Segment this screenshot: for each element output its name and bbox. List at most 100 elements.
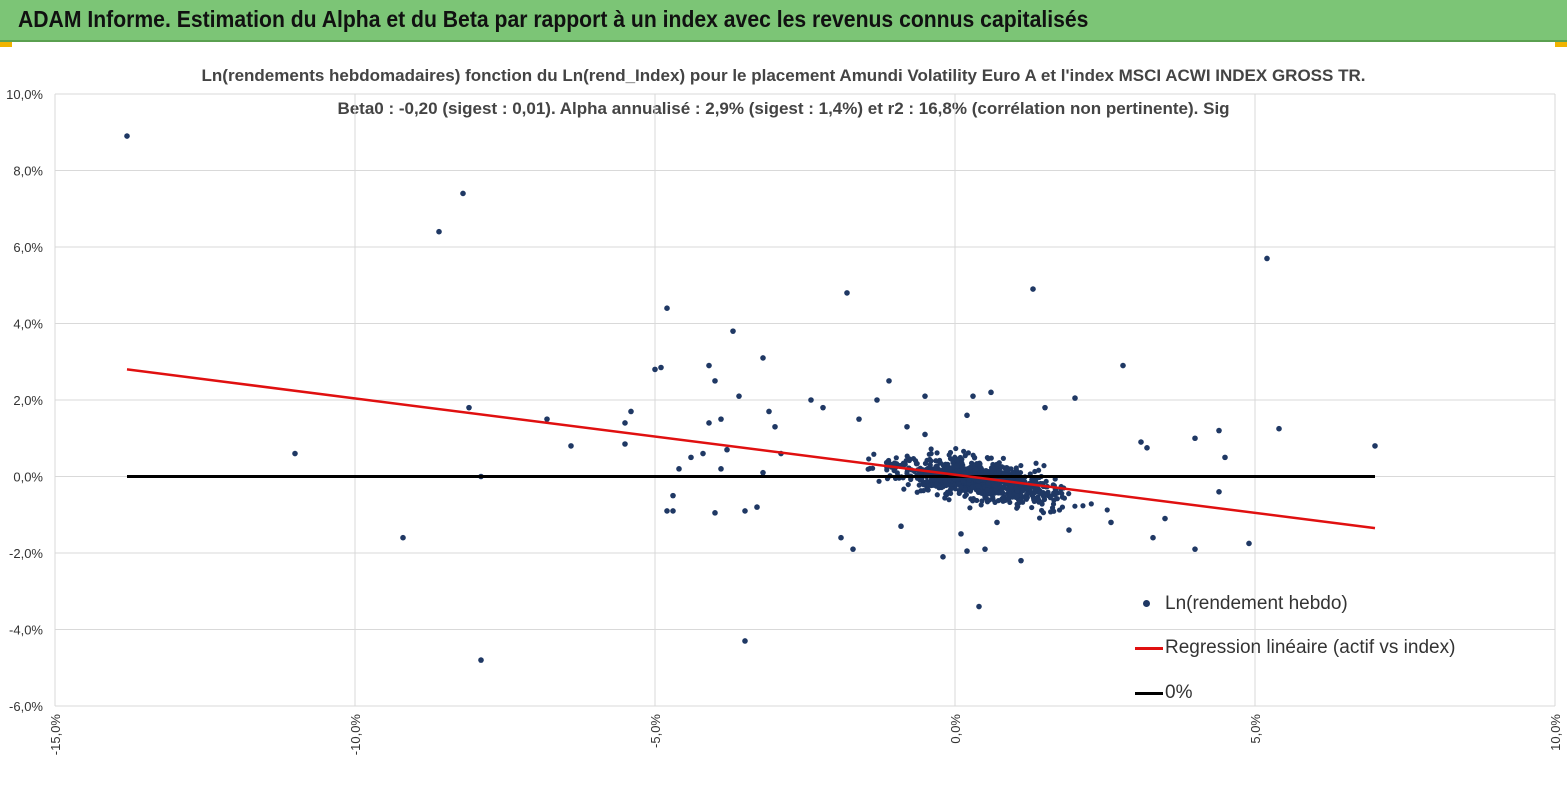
legend-black-line-icon <box>1135 691 1163 695</box>
scatter-point <box>976 603 982 610</box>
scatter-point <box>1027 489 1034 495</box>
scatter-point <box>850 546 856 552</box>
scatter-point <box>903 457 909 464</box>
scatter-point <box>1016 500 1022 506</box>
scatter-point <box>992 483 998 489</box>
scatter-point <box>1066 491 1072 497</box>
scatter-point <box>883 460 890 466</box>
scatter-point <box>1276 425 1282 432</box>
scatter-point <box>1020 488 1026 494</box>
scatter-point <box>972 454 978 461</box>
scatter-point <box>893 455 899 461</box>
scatter-point <box>986 497 992 503</box>
scatter-point <box>943 491 949 497</box>
scatter-point <box>876 478 882 484</box>
scatter-point <box>964 548 970 554</box>
scatter-point <box>1018 557 1024 564</box>
scatter-point <box>979 498 985 504</box>
scatter-point <box>1007 499 1013 506</box>
scatter-point <box>478 657 484 663</box>
scatter-point <box>1018 462 1024 469</box>
scatter-point <box>676 466 682 472</box>
chart-subtitle: Beta0 : -0,20 (sigest : 0,01). Alpha ann… <box>337 99 1230 118</box>
y-tick-label: 0,0% <box>13 470 43 485</box>
scatter-point <box>920 482 927 488</box>
scatter-point <box>1042 492 1048 498</box>
scatter-point <box>760 355 766 361</box>
scatter-point <box>1150 534 1156 541</box>
scatter-point <box>998 490 1004 496</box>
scatter-point <box>1264 255 1270 262</box>
y-tick-label: 4,0% <box>13 317 43 332</box>
scatter-point <box>994 461 1000 467</box>
scatter-point <box>622 441 628 447</box>
scatter-point <box>984 487 991 493</box>
scatter-point <box>436 228 442 235</box>
scatter-point <box>1246 540 1252 547</box>
report-title: ADAM Informe. Estimation du Alpha et du … <box>18 6 1089 32</box>
scatter-point <box>712 510 718 516</box>
scatter-point <box>838 534 844 541</box>
scatter-point <box>1088 501 1094 507</box>
scatter-point <box>977 463 983 469</box>
scatter-point <box>670 492 676 499</box>
scatter-point <box>724 446 730 453</box>
scatter-point <box>664 305 670 312</box>
scatter-point <box>808 397 814 403</box>
scatter-point <box>742 508 748 514</box>
scatter-point <box>967 505 973 511</box>
scatter-point <box>1041 496 1048 502</box>
scatter-point <box>947 449 954 456</box>
scatter-point <box>844 290 850 296</box>
scatter-point <box>913 461 920 467</box>
scatter-point <box>652 366 658 373</box>
scatter-point <box>940 554 946 560</box>
scatter-point <box>628 408 634 415</box>
legend-dot-icon <box>1143 599 1150 607</box>
legend-label: Ln(rendement hebdo) <box>1165 593 1348 614</box>
y-tick-label: 8,0% <box>13 164 43 179</box>
scatter-point <box>960 478 966 484</box>
scatter-point <box>1059 490 1065 497</box>
scatter-point <box>1120 362 1126 369</box>
scatter-point <box>925 487 931 493</box>
scatter-point <box>1038 507 1045 514</box>
scatter-point <box>874 397 880 403</box>
scatter-point <box>1061 495 1068 501</box>
scatter-point <box>989 467 995 473</box>
scatter-point <box>1080 503 1086 509</box>
scatter-point <box>916 482 922 488</box>
chart-title: Ln(rendements hebdomadaires) fonction du… <box>201 66 1366 85</box>
x-tick-label: -5,0% <box>648 714 663 748</box>
scatter-point <box>886 378 892 384</box>
scatter-point <box>1034 495 1040 502</box>
scatter-point <box>1031 478 1037 485</box>
scatter-point <box>956 468 962 474</box>
scatter-point <box>1052 489 1058 496</box>
scatter-point <box>959 456 965 462</box>
scatter-point <box>1033 460 1039 466</box>
scatter-point <box>1037 490 1044 496</box>
scatter-point <box>568 443 574 449</box>
scatter-point <box>946 497 952 503</box>
scatter-point <box>962 486 968 493</box>
scatter-point <box>1216 489 1222 495</box>
scatter-point <box>1162 515 1168 522</box>
scatter-point <box>1010 470 1016 476</box>
scatter-point <box>996 468 1002 474</box>
scatter-point <box>1216 427 1222 434</box>
scatter-point <box>942 495 948 501</box>
scatter-point <box>922 431 928 438</box>
scatter-point <box>924 478 930 484</box>
scatter-point <box>901 486 907 492</box>
scatter-point <box>670 508 676 514</box>
scatter-point <box>856 416 862 422</box>
scatter-point <box>900 462 907 468</box>
y-tick-label: -2,0% <box>9 546 43 561</box>
x-tick-label: -15,0% <box>48 714 63 756</box>
scatter-point <box>1014 493 1020 499</box>
y-tick-label: -4,0% <box>9 623 43 638</box>
scatter-point <box>1192 546 1198 552</box>
scatter-point <box>934 492 940 498</box>
scatter-point <box>1036 515 1043 521</box>
